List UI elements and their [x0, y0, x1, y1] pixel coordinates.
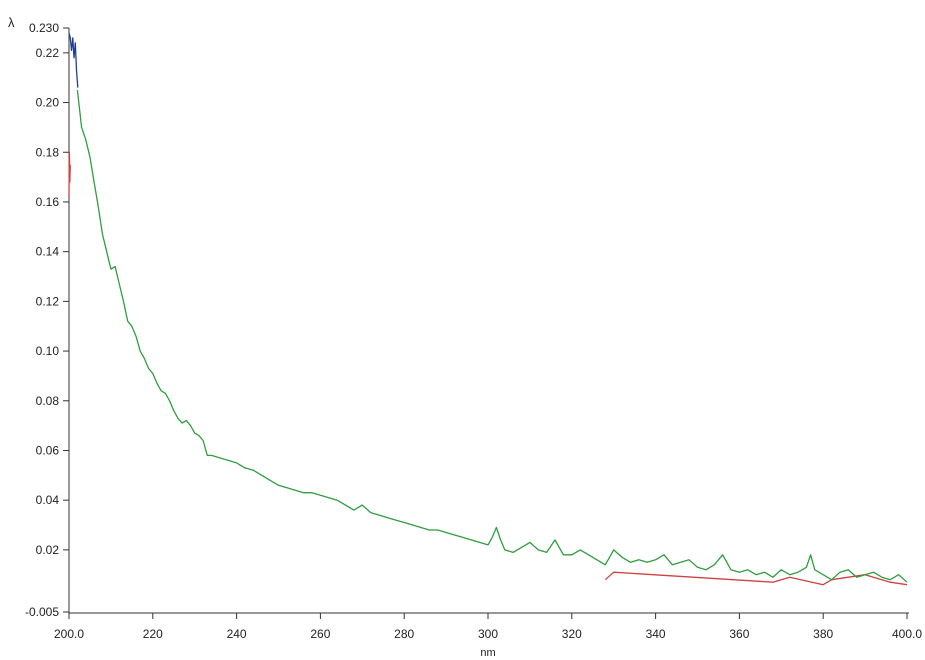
series-line-0 [68, 32, 79, 88]
y-tick-label: 0.10 [36, 344, 60, 358]
x-tick-label: 360 [729, 627, 749, 641]
axes [68, 28, 909, 614]
x-tick-label: 340 [646, 627, 666, 641]
x-tick-label: 380 [813, 627, 833, 641]
ticks: 200.0 220 240 260 280 300 320 340 360 380 400.0 -0.… [25, 21, 922, 641]
series-group [68, 32, 908, 586]
x-tick-label: 280 [394, 627, 414, 641]
x-tick-label: 240 [227, 627, 247, 641]
y-tick-label: 0.12 [36, 294, 60, 308]
y-tick-label: 0.22 [36, 46, 60, 60]
series-line-2 [604, 571, 908, 586]
x-tick-label: 400.0 [892, 627, 922, 641]
y-tick-label: 0.02 [36, 543, 60, 557]
x-tick-label: 200.0 [54, 627, 84, 641]
y-tick-label: 0.04 [36, 493, 60, 507]
x-axis-label: nm [480, 647, 495, 659]
y-tick-label: 0.14 [36, 245, 60, 259]
y-axis-label: λ [8, 15, 15, 30]
series-line-3 [76, 90, 908, 583]
y-tick-label: 0.18 [36, 145, 60, 159]
y-tick-label: 0.20 [36, 96, 60, 110]
x-tick-label: 300 [478, 627, 498, 641]
y-tick-label: 0.230 [29, 21, 59, 35]
y-tick-label: 0.16 [36, 195, 60, 209]
y-tick-label: -0.005 [25, 605, 59, 619]
y-tick-label: 0.08 [36, 394, 60, 408]
x-tick-label: 220 [143, 627, 163, 641]
series-line-1 [68, 151, 71, 198]
y-tick-label: 0.06 [36, 443, 60, 457]
x-tick-label: 260 [310, 627, 330, 641]
x-tick-label: 320 [562, 627, 582, 641]
